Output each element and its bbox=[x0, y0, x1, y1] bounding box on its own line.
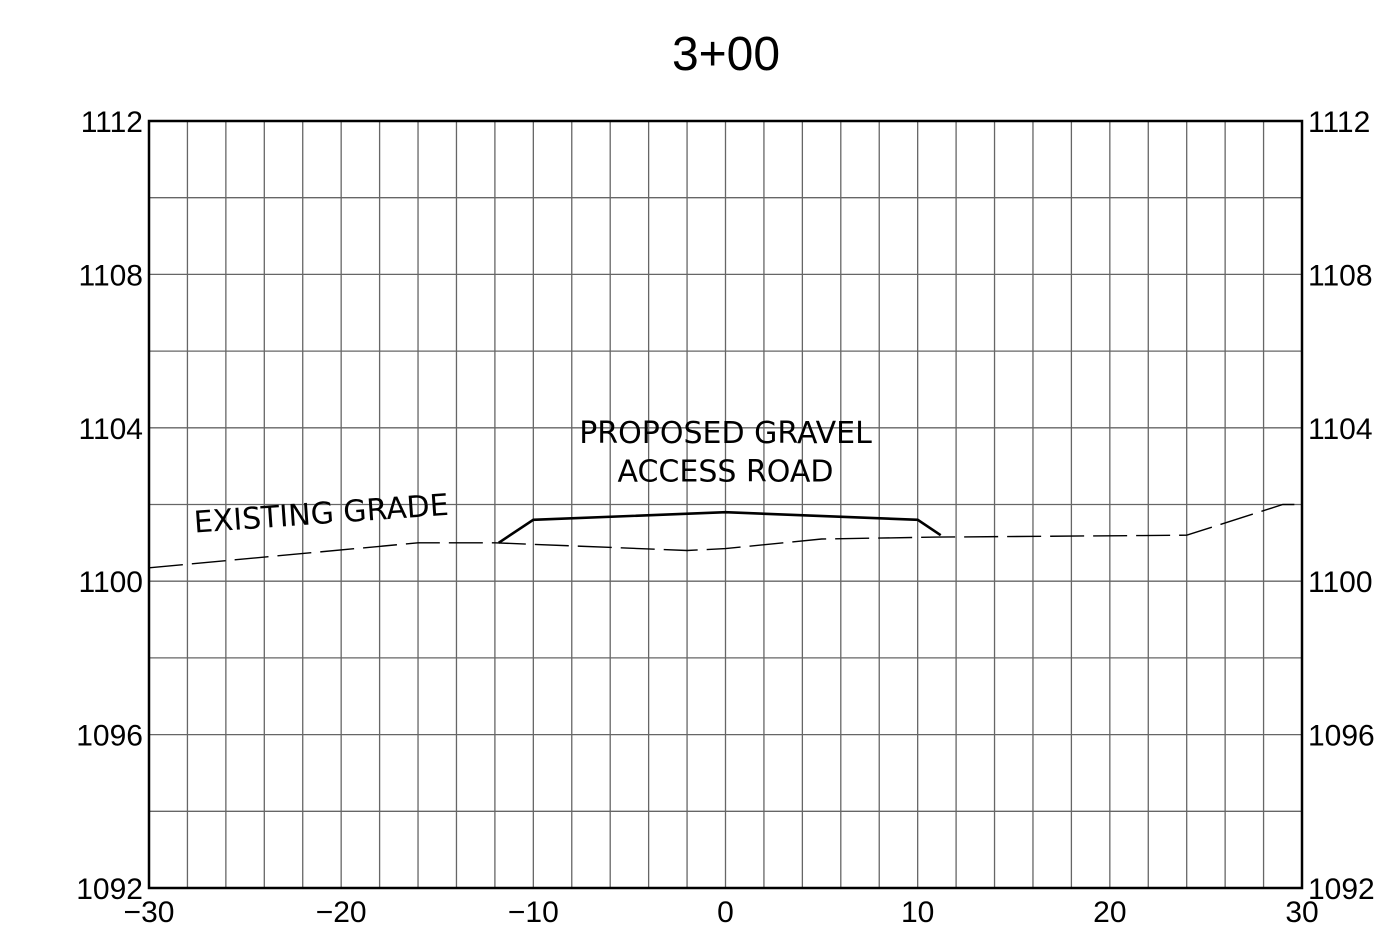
existing-grade-line bbox=[148, 503, 1302, 569]
x-tick-label: 0 bbox=[717, 896, 734, 929]
y-axis-right: 1092 1096 1100 1104 1108 1112 bbox=[1308, 106, 1375, 906]
y-tick-label-right: 1112 bbox=[1308, 106, 1370, 139]
x-tick-label: 10 bbox=[901, 896, 934, 929]
x-axis: −30 −20 −10 0 10 20 30 bbox=[124, 896, 1319, 929]
chart-title: 3+00 bbox=[672, 28, 780, 81]
y-tick-label-left: 1104 bbox=[78, 413, 143, 446]
existing-grade-label: EXISTING GRADE bbox=[193, 488, 450, 541]
x-tick-label: −30 bbox=[124, 896, 175, 929]
proposed-road-label-2: ACCESS ROAD bbox=[617, 454, 833, 489]
x-tick-label: 20 bbox=[1093, 896, 1126, 929]
y-tick-label-left: 1100 bbox=[78, 566, 143, 599]
y-tick-label-left: 1092 bbox=[76, 873, 143, 906]
y-axis-left: 1092 1096 1100 1104 1108 1112 bbox=[76, 106, 143, 906]
y-tick-label-left: 1096 bbox=[76, 720, 143, 753]
y-tick-label-right: 1096 bbox=[1308, 720, 1375, 753]
y-tick-label-right: 1108 bbox=[1308, 259, 1373, 292]
y-tick-label-right: 1092 bbox=[1308, 873, 1375, 906]
y-tick-label-left: 1108 bbox=[78, 259, 143, 292]
grid bbox=[149, 121, 1302, 888]
x-tick-label: −10 bbox=[508, 896, 559, 929]
y-tick-label-right: 1100 bbox=[1308, 566, 1373, 599]
y-tick-label-right: 1104 bbox=[1308, 413, 1373, 446]
series-layer bbox=[148, 503, 1302, 569]
plot-frame bbox=[147, 119, 1304, 890]
proposed-road-label-1: PROPOSED GRAVEL bbox=[579, 416, 872, 451]
proposed-road-line bbox=[497, 510, 942, 544]
x-tick-label: −20 bbox=[316, 896, 367, 929]
x-tick-label: 30 bbox=[1285, 896, 1318, 929]
y-tick-label-left: 1112 bbox=[81, 106, 143, 139]
